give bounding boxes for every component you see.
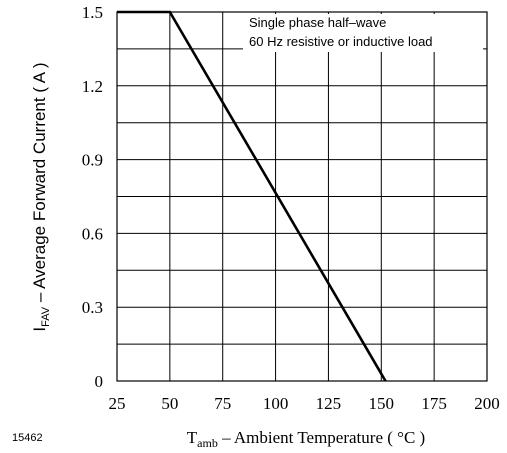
y-tick-label: 0 — [95, 372, 104, 391]
plot-frame — [116, 11, 488, 382]
y-tick-labels: 0 0.3 0.6 0.9 1.2 1.5 — [82, 3, 103, 391]
y-tick-label: 0.9 — [82, 151, 103, 170]
x-tick-label: 150 — [369, 394, 395, 413]
x-axis-label-symbol: T — [187, 428, 198, 447]
x-tick-label: 125 — [316, 394, 342, 413]
y-tick-label: 1.5 — [82, 3, 103, 22]
series-layer — [117, 10, 387, 382]
y-tick-label: 0.6 — [82, 224, 103, 243]
y-tick-label: 1.2 — [82, 77, 103, 96]
annotation-line-2: 60 Hz resistive or inductive load — [249, 34, 433, 49]
x-tick-labels: 25 50 75 100 125 150 175 200 — [109, 394, 500, 413]
x-axis-label-subscript: amb — [197, 436, 218, 450]
series-line — [117, 10, 387, 382]
annotation-line-1: Single phase half–wave — [249, 15, 386, 30]
y-axis-label-subscript: FAV — [40, 306, 52, 327]
x-tick-label: 175 — [421, 394, 447, 413]
y-axis-label-text: – Average Forward Current ( A ) — [30, 62, 49, 306]
x-tick-label: 75 — [214, 394, 231, 413]
plot-area — [116, 11, 488, 382]
x-axis-label-text: – Ambient Temperature ( °C ) — [218, 428, 425, 447]
grid-lines — [117, 12, 487, 381]
x-tick-label: 100 — [263, 394, 289, 413]
x-axis-label: Tamb – Ambient Temperature ( °C ) — [187, 428, 425, 450]
y-tick-label: 0.3 — [82, 298, 103, 317]
figure-number: 15462 — [12, 432, 43, 444]
annotation-background — [243, 14, 483, 52]
y-axis-label-symbol: I — [30, 327, 49, 332]
x-tick-label: 25 — [109, 394, 126, 413]
y-axis-label: IFAV – Average Forward Current ( A ) — [30, 62, 52, 331]
x-tick-label: 200 — [474, 394, 500, 413]
x-tick-label: 50 — [161, 394, 178, 413]
